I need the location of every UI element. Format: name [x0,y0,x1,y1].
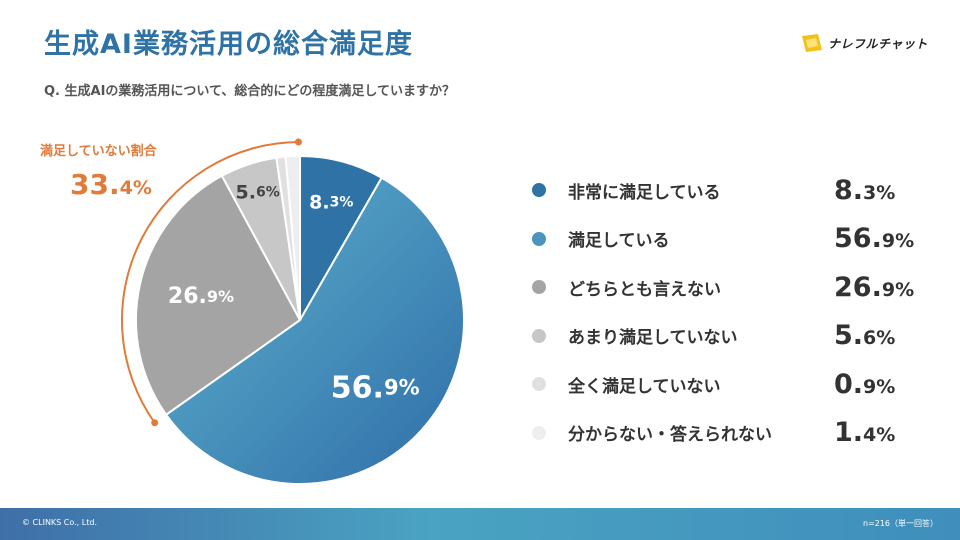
legend-value: 0.9% [834,368,896,400]
brand-logo: ナレフルチャット [800,30,928,56]
legend-item-unknown: 分からない・答えられない 1.4% [532,409,932,458]
pie-slice-very-satisfied [299,154,384,324]
sample-size-note: n=216（単一回答） [862,519,938,528]
legend-label: 満足している [568,231,670,252]
legend-value: 56.9% [834,223,915,255]
legend-item-neutral: どちらとも言えない 26.9% [532,263,932,312]
pie-slice-neutral [135,174,302,417]
legend-label: 非常に満足している [568,182,721,203]
footer-bar: © CLINKS Co., Ltd. n=216（単一回答） [0,508,960,540]
pie-chart: 8.3% 56.9% 26.9% 5.6% [121,138,465,485]
brand-name: ナレフルチャット [828,36,928,51]
legend-label: 分からない・答えられない [568,425,772,446]
legend-value: 8.3% [834,174,896,206]
legend-swatch [532,231,546,246]
legend-swatch [532,425,546,440]
unsatisfied-share-int: 33. [70,168,120,201]
slice-label-satisfied: 56.9% [331,370,420,405]
page-title: 生成AI業務活用の総合満足度 [44,29,413,60]
unsatisfied-share-label: 満足していない割合 [40,144,157,159]
legend-label: あまり満足していない [568,328,738,349]
pie-slice-unknown [284,154,301,321]
copyright-text: © CLINKS Co., Ltd. [22,518,97,527]
legend-swatch [532,280,546,295]
pie-slice-satisfied [164,176,465,485]
legend-swatch [532,328,546,343]
unsatisfied-arc-start-dot [151,419,159,427]
legend-label: どちらとも言えない [568,279,721,300]
legend-item-not-satisfied: 全く満足していない 0.9% [532,360,932,409]
legend-swatch [532,377,546,392]
legend-value: 26.9% [834,271,915,303]
unsatisfied-share-dec: 4% [119,177,152,199]
legend-value: 1.4% [834,417,896,449]
legend-label: 全く満足していない [568,376,721,397]
slice-label-somewhat-unsatisfied: 5.6% [236,181,280,203]
slice-label-very-satisfied: 8.3% [309,191,353,213]
legend-item-very-satisfied: 非常に満足している 8.3% [532,166,932,215]
unsatisfied-share-arc [121,141,299,424]
legend-value: 5.6% [834,320,896,352]
brand-logo-icon [802,34,822,52]
slice-label-neutral: 26.9% [168,284,234,309]
unsatisfied-arc-end-dot [294,138,302,146]
chart-legend: 非常に満足している 8.3% 満足している 56.9% どちらとも言えない 26.9% あま… [532,166,932,457]
legend-item-satisfied: 満足している 56.9% [532,215,932,264]
legend-swatch [532,183,546,198]
legend-item-somewhat-unsatisfied: あまり満足していない 5.6% [532,312,932,361]
unsatisfied-share-value: 33.4% [70,168,152,201]
survey-question: Q. 生成AIの業務活用について、総合的にどの程度満足していますか？ [44,84,455,99]
